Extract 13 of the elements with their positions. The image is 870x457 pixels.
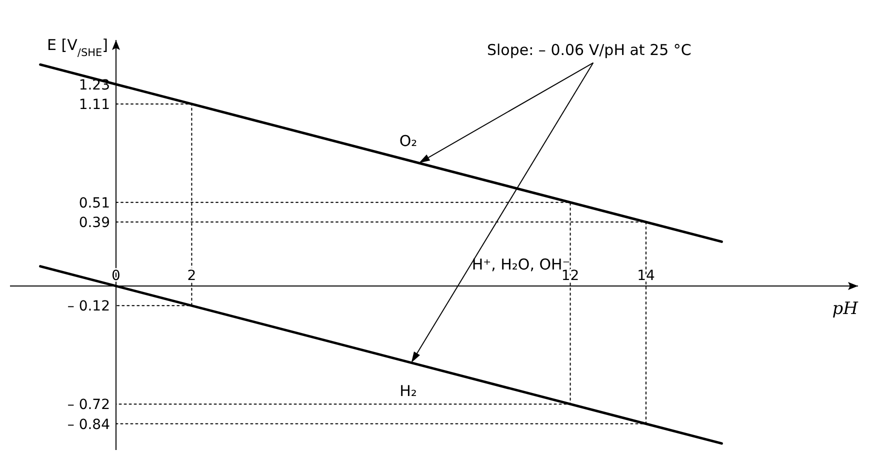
series-label: O₂ <box>399 132 418 150</box>
y-tick-label: 0.51 <box>78 195 110 212</box>
y-axis-title: E [V$_{/SHE}$] <box>47 36 108 59</box>
y-tick-label: – 0.12 <box>67 298 110 315</box>
x-axis-title: pH <box>832 299 860 319</box>
series-label: H₂ <box>400 382 417 400</box>
y-tick-label: – 0.84 <box>67 416 110 433</box>
y-tick-label: 1.11 <box>78 96 110 113</box>
annotation: Slope: – 0.06 V/pH at 25 °C <box>486 40 692 59</box>
x-tick-label: 14 <box>637 268 655 284</box>
x-tick-label: 2 <box>187 268 196 284</box>
y-tick-label: – 0.72 <box>67 397 110 414</box>
y-tick-label: 0.39 <box>78 215 110 232</box>
